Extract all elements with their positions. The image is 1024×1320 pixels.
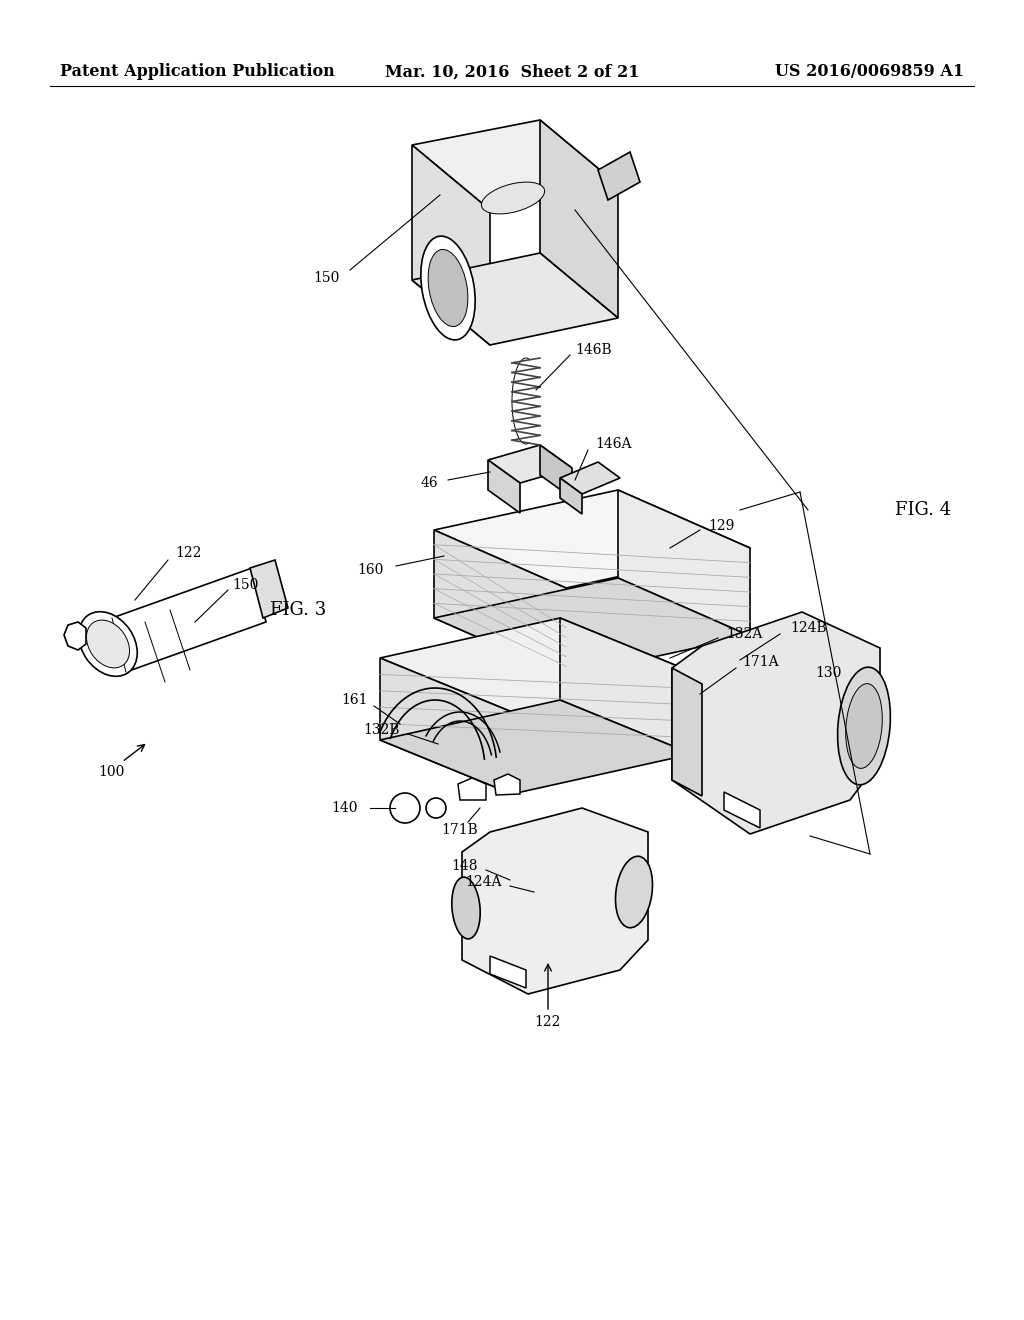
Text: 146A: 146A bbox=[595, 437, 632, 451]
Polygon shape bbox=[540, 120, 618, 318]
Text: 171A: 171A bbox=[742, 655, 778, 669]
Ellipse shape bbox=[79, 611, 137, 676]
Polygon shape bbox=[412, 145, 490, 345]
Polygon shape bbox=[412, 120, 618, 210]
Text: 132B: 132B bbox=[364, 723, 400, 737]
Ellipse shape bbox=[86, 620, 130, 668]
Ellipse shape bbox=[452, 876, 480, 939]
Text: FIG. 3: FIG. 3 bbox=[270, 601, 327, 619]
Polygon shape bbox=[488, 445, 572, 483]
Text: 100: 100 bbox=[98, 766, 125, 779]
Ellipse shape bbox=[421, 236, 475, 339]
Text: 161: 161 bbox=[341, 693, 368, 708]
Polygon shape bbox=[112, 568, 266, 672]
Text: 122: 122 bbox=[535, 1015, 561, 1030]
Text: 132A: 132A bbox=[726, 627, 763, 642]
Polygon shape bbox=[672, 668, 702, 796]
Ellipse shape bbox=[846, 684, 883, 768]
Polygon shape bbox=[560, 618, 692, 754]
Polygon shape bbox=[494, 774, 520, 795]
Polygon shape bbox=[434, 578, 750, 676]
Text: 129: 129 bbox=[708, 519, 734, 533]
Polygon shape bbox=[488, 459, 520, 513]
Text: 122: 122 bbox=[175, 546, 202, 560]
Polygon shape bbox=[540, 445, 572, 498]
Polygon shape bbox=[458, 777, 486, 800]
Text: 160: 160 bbox=[357, 564, 384, 577]
Text: 140: 140 bbox=[332, 801, 358, 814]
Ellipse shape bbox=[426, 799, 446, 818]
Text: US 2016/0069859 A1: US 2016/0069859 A1 bbox=[775, 63, 964, 81]
Text: 150: 150 bbox=[313, 271, 340, 285]
Polygon shape bbox=[560, 462, 620, 494]
Polygon shape bbox=[724, 792, 760, 828]
Ellipse shape bbox=[428, 249, 468, 326]
Polygon shape bbox=[380, 700, 692, 795]
Text: 124B: 124B bbox=[790, 620, 826, 635]
Text: Patent Application Publication: Patent Application Publication bbox=[60, 63, 335, 81]
Text: FIG. 4: FIG. 4 bbox=[895, 502, 951, 519]
Text: 150: 150 bbox=[232, 578, 258, 591]
Ellipse shape bbox=[481, 182, 545, 214]
Polygon shape bbox=[380, 618, 692, 711]
Polygon shape bbox=[63, 622, 86, 649]
Polygon shape bbox=[380, 657, 512, 795]
Polygon shape bbox=[412, 253, 618, 345]
Polygon shape bbox=[462, 808, 648, 994]
Polygon shape bbox=[618, 490, 750, 636]
Polygon shape bbox=[250, 560, 288, 618]
Ellipse shape bbox=[838, 667, 891, 785]
Ellipse shape bbox=[390, 793, 420, 822]
Polygon shape bbox=[434, 490, 750, 587]
Text: Mar. 10, 2016  Sheet 2 of 21: Mar. 10, 2016 Sheet 2 of 21 bbox=[385, 63, 639, 81]
Text: 148: 148 bbox=[452, 859, 478, 873]
Text: 124A: 124A bbox=[466, 875, 502, 888]
Text: 46: 46 bbox=[421, 477, 438, 490]
Text: 130: 130 bbox=[815, 667, 842, 680]
Text: 171B: 171B bbox=[441, 822, 478, 837]
Ellipse shape bbox=[615, 857, 652, 928]
Polygon shape bbox=[598, 152, 640, 201]
Polygon shape bbox=[560, 478, 582, 513]
Text: 146B: 146B bbox=[575, 343, 611, 356]
Polygon shape bbox=[490, 956, 526, 987]
Polygon shape bbox=[434, 531, 566, 676]
Polygon shape bbox=[672, 612, 880, 834]
